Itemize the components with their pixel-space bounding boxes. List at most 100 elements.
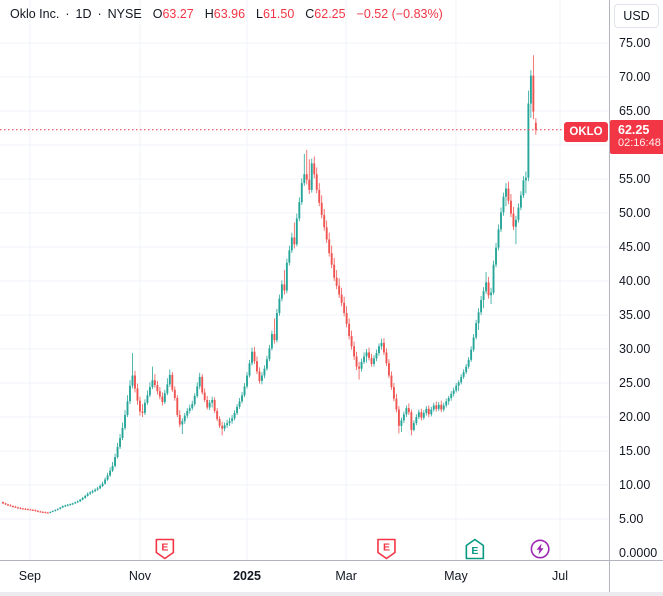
candle-down	[171, 374, 174, 390]
time-tick-label: Mar	[335, 569, 357, 583]
candle-up	[475, 323, 478, 338]
candle-up	[124, 414, 126, 428]
earnings-marker[interactable]: E	[465, 538, 485, 560]
candle-up	[268, 348, 271, 360]
price-axis[interactable]: USD 75.0070.0065.0060.0055.0050.0045.004…	[609, 0, 663, 596]
candle-up	[79, 499, 82, 502]
last-price-label: 62.25 02:16:48	[610, 120, 663, 154]
price-tick-label: 35.00	[619, 307, 651, 322]
event-marker[interactable]	[530, 539, 550, 559]
candle-up	[460, 376, 463, 383]
candle-up	[465, 366, 468, 373]
candle-up	[81, 497, 84, 500]
candle-up	[270, 334, 273, 349]
candle-down	[156, 385, 159, 392]
candle-up	[500, 212, 502, 230]
candle-up	[445, 401, 448, 406]
candle-up	[228, 421, 231, 424]
candle-down	[385, 352, 388, 364]
candle-up	[519, 195, 522, 208]
candle-down	[136, 388, 139, 401]
candle-up	[51, 510, 54, 512]
candle-up	[168, 374, 171, 385]
earnings-marker[interactable]: E	[155, 538, 175, 560]
candle-up	[151, 380, 154, 388]
candle-up	[514, 219, 517, 227]
price-tick-label: 40.00	[619, 273, 651, 288]
candle-up	[91, 491, 94, 493]
candle-down	[532, 75, 535, 112]
candle-up	[231, 418, 234, 422]
price-tick-label: 30.00	[619, 341, 651, 356]
candle-down	[258, 371, 261, 381]
candle-down	[487, 282, 490, 296]
candle-up	[69, 504, 72, 506]
candle-up	[480, 300, 483, 313]
candle-up	[186, 410, 189, 416]
candle-down	[390, 375, 393, 388]
candle-up	[522, 180, 525, 196]
candle-up	[490, 292, 492, 296]
candle-up	[455, 385, 458, 391]
price-tick-label: 15.00	[619, 443, 651, 458]
candle-up	[61, 506, 64, 508]
candle-up	[66, 504, 69, 506]
candle-up	[126, 401, 129, 415]
candle-up	[226, 423, 229, 426]
candle-down	[218, 419, 221, 426]
candle-up	[303, 174, 306, 184]
earnings-shield-up-icon	[465, 538, 485, 560]
candle-down	[320, 202, 323, 216]
candle-down	[221, 425, 224, 429]
candle-down	[9, 505, 12, 507]
exchange-label[interactable]: NYSE	[107, 7, 142, 21]
candle-up	[432, 405, 435, 410]
candle-up	[430, 409, 433, 415]
candle-down	[345, 312, 348, 324]
ohlc-close: C62.25	[305, 7, 346, 21]
candle-down	[333, 264, 336, 278]
candle-up	[54, 509, 57, 511]
candle-up	[208, 402, 211, 408]
candle-up	[146, 395, 149, 403]
time-axis[interactable]: Sep Nov 2025 Mar May Jul	[0, 561, 609, 596]
candle-up	[196, 386, 199, 396]
earnings-marker[interactable]: E	[377, 538, 396, 560]
candle-up	[447, 397, 450, 402]
candle-down	[4, 503, 7, 505]
candle-down	[510, 200, 512, 214]
candle-down	[353, 346, 356, 357]
candle-down	[427, 408, 430, 415]
symbol-legend[interactable]: Oklo Inc. · 1D · NYSE O63.27 H63.96 L61.…	[10, 7, 443, 21]
candle-up	[129, 385, 131, 402]
candle-down	[343, 302, 346, 313]
interval-label[interactable]: 1D	[75, 7, 92, 21]
candle-up	[457, 382, 460, 386]
candle-down	[158, 391, 161, 397]
candle-up	[470, 349, 473, 360]
candle-down	[31, 509, 34, 511]
candle-up	[365, 352, 368, 357]
candle-up	[76, 501, 79, 503]
price-tick-label: 65.00	[619, 103, 651, 118]
candle-up	[86, 493, 89, 496]
candle-down	[14, 506, 17, 508]
currency-button[interactable]: USD	[614, 4, 659, 28]
candle-down	[16, 507, 19, 509]
candle-down	[435, 405, 438, 409]
earnings-letter: E	[383, 542, 390, 554]
candle-down	[534, 122, 537, 130]
candle-up	[415, 417, 418, 424]
candle-up	[405, 408, 408, 415]
price-tick-label: 45.00	[619, 239, 651, 254]
symbol-name[interactable]: Oklo Inc.	[10, 7, 60, 21]
candle-up	[482, 291, 485, 301]
candle-up	[422, 412, 425, 418]
candle-up	[89, 492, 92, 494]
candle-down	[407, 408, 410, 413]
time-tick-label: Nov	[128, 569, 152, 583]
ohlc-open: O63.27	[152, 7, 194, 21]
candle-down	[313, 163, 316, 175]
